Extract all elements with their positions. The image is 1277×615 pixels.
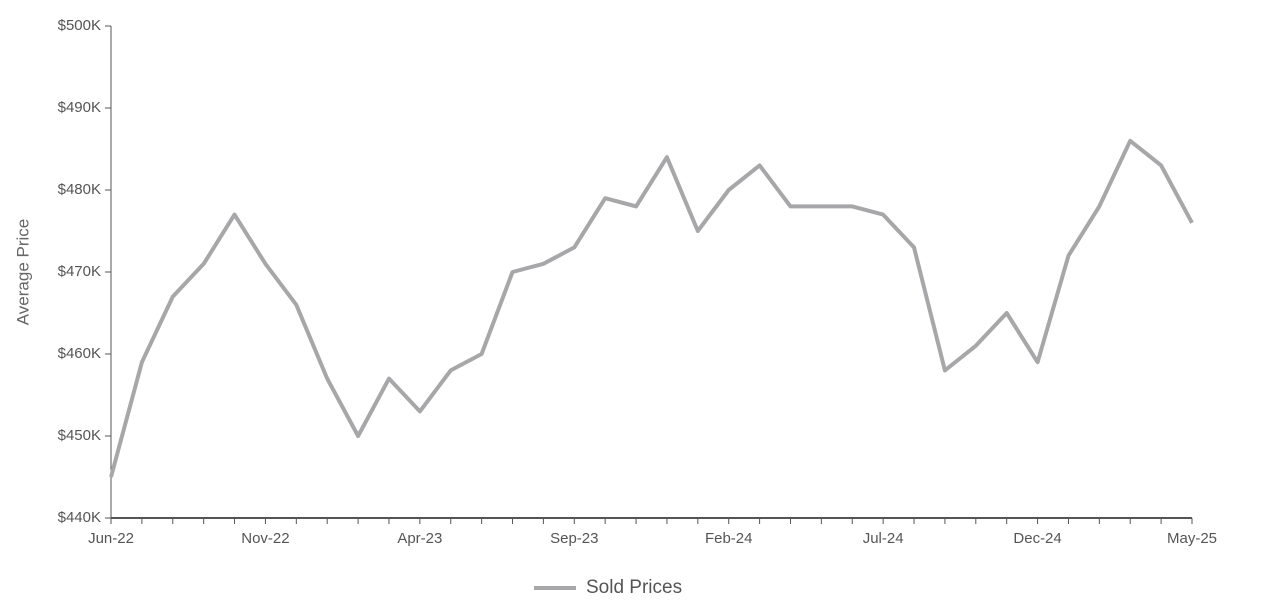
x-tick-label: Dec-24	[1013, 530, 1061, 547]
x-tick-label: Jun-22	[88, 530, 134, 547]
x-tick-label: May-25	[1167, 530, 1217, 547]
x-tick-label: Sep-23	[550, 530, 598, 547]
x-tick-label: Apr-23	[397, 530, 442, 547]
x-tick-label: Nov-22	[241, 530, 289, 547]
line-series	[109, 138, 1194, 478]
legend-label: Sold Prices	[586, 577, 682, 598]
y-tick-label: $500K	[58, 17, 101, 34]
y-tick-label: $470K	[58, 263, 101, 280]
y-tick-label: $440K	[58, 509, 101, 526]
y-tick-label: $490K	[58, 99, 101, 116]
x-tick-label: Jul-24	[863, 530, 904, 547]
y-tick-label: $460K	[58, 345, 101, 362]
y-tick-label: $480K	[58, 181, 101, 198]
x-tick-label: Feb-24	[705, 530, 753, 547]
y-axis-label: Average Price	[13, 219, 32, 325]
y-tick-label: $450K	[58, 427, 101, 444]
